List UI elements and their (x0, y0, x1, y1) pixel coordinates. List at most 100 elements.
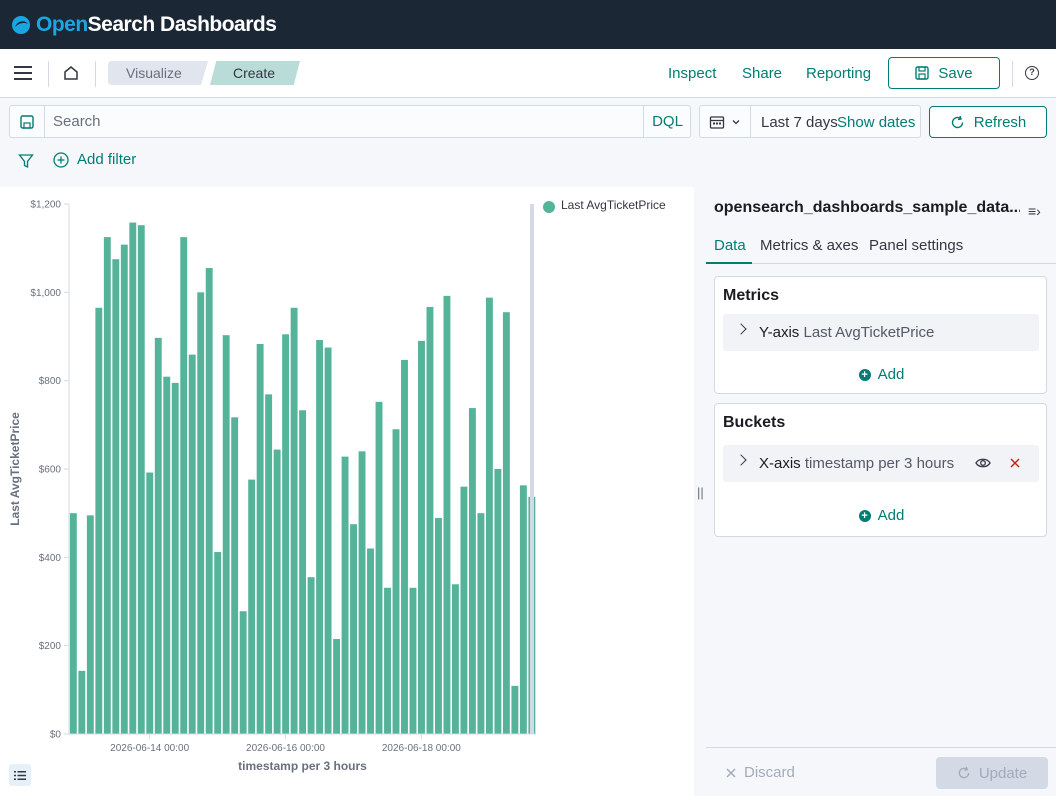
x-tick-label: 2026-06-16 00:00 (246, 743, 325, 754)
bar (460, 486, 468, 734)
plus-circle-icon: + (858, 368, 871, 381)
bar (154, 337, 162, 734)
bar (256, 344, 264, 734)
bar (511, 685, 519, 734)
quick-menu-button[interactable] (700, 106, 751, 137)
reporting-link[interactable]: Reporting (806, 65, 872, 82)
bar (367, 548, 374, 734)
tab-panel-settings[interactable]: Panel settings (869, 237, 964, 254)
refresh-icon (958, 766, 970, 779)
bar (231, 417, 239, 734)
y-tick-label: $1,000 (30, 288, 61, 299)
bar (290, 307, 298, 734)
y-tick-label: $400 (39, 553, 62, 564)
calendar-icon (709, 115, 725, 129)
help-icon[interactable]: ? (1025, 66, 1039, 80)
brand-name-part2: Search Dashboards (87, 12, 277, 36)
bar (188, 354, 196, 734)
bar (265, 394, 273, 734)
update-label: Update (978, 764, 1028, 782)
bar (316, 340, 324, 734)
bar-chart: $0 $200 $400 $600 $800 $1,000 $1,200 2026-06-14… (8, 198, 666, 773)
bar (350, 524, 357, 734)
update-button[interactable]: Update (936, 757, 1048, 789)
x-axis-title: timestamp per 3 hours (238, 759, 367, 773)
bar (163, 376, 171, 734)
save-icon (915, 66, 930, 80)
add-metric-label: Add (877, 366, 905, 383)
opensearch-logo-icon (12, 15, 30, 34)
refresh-button[interactable]: Refresh (929, 106, 1047, 138)
bar (86, 515, 94, 734)
agg-description: timestamp per 3 hours (804, 455, 955, 472)
bar (468, 408, 476, 734)
chevron-right-icon[interactable] (735, 454, 747, 466)
bar (519, 485, 527, 734)
home-icon[interactable] (62, 64, 80, 82)
tab-data[interactable]: Data (714, 237, 746, 254)
menu-icon[interactable] (14, 66, 32, 80)
breadcrumb-visualize[interactable]: Visualize (108, 61, 208, 85)
x-axis-agg-row[interactable]: X-axis timestamp per 3 hours (723, 445, 1039, 482)
search-input[interactable] (53, 106, 643, 137)
query-bar: DQL (9, 105, 691, 138)
y-tick-label: $800 (39, 376, 62, 387)
y-tick-label: $200 (39, 641, 62, 652)
bar (248, 479, 256, 734)
bar (180, 237, 188, 734)
bar (69, 513, 77, 734)
bar (418, 340, 425, 734)
bar (392, 429, 400, 734)
bar (333, 639, 341, 734)
panel-resize-handle[interactable]: || (697, 485, 704, 500)
refresh-label: Refresh (973, 113, 1027, 131)
save-label: Save (938, 64, 973, 82)
save-button[interactable]: Save (888, 57, 1000, 89)
add-filter-button[interactable]: Add filter (53, 151, 136, 168)
bar (146, 472, 154, 734)
tab-metrics-axes[interactable]: Metrics & axes (760, 237, 859, 254)
time-range-label: Last 7 days (761, 114, 838, 131)
saved-queries-button[interactable] (10, 106, 45, 137)
bar (273, 449, 281, 734)
collapse-sidebar-icon[interactable]: ≡› (1028, 203, 1041, 219)
bar (384, 587, 391, 734)
bar (171, 382, 179, 734)
bar (205, 268, 213, 734)
share-link[interactable]: Share (742, 65, 783, 82)
bar (197, 292, 205, 734)
plus-circle-icon (53, 151, 69, 168)
query-language-button[interactable]: DQL (643, 106, 691, 137)
inspect-link[interactable]: Inspect (668, 65, 717, 82)
y-tick-label: $600 (39, 465, 62, 476)
bar (95, 307, 103, 734)
bar (214, 552, 222, 734)
header-bar: OpenSearch Dashboards (0, 0, 1056, 49)
legend-swatch (543, 201, 555, 213)
bar (358, 451, 366, 734)
add-metric-button[interactable]: + Add (715, 366, 1048, 383)
legend-label: Last AvgTicketPrice (561, 198, 666, 212)
bar (477, 513, 485, 734)
filter-options-button[interactable] (18, 151, 34, 171)
chevron-right-icon[interactable] (735, 323, 747, 335)
buckets-panel: Buckets X-axis timestamp per 3 hours + A… (714, 403, 1047, 537)
legend-toggle-button[interactable] (9, 764, 31, 786)
x-tick-label: 2026-06-18 00:00 (382, 743, 461, 754)
nav-bar: Visualize Create Inspect Share Reporting… (0, 49, 1056, 98)
plus-circle-icon: + (858, 509, 871, 522)
editor-footer: Discard Update (706, 747, 1056, 796)
show-dates-link[interactable]: Show dates (837, 114, 916, 131)
eye-icon[interactable] (975, 456, 991, 470)
discard-button[interactable]: Discard (726, 764, 795, 781)
opensearch-logo[interactable]: OpenSearch Dashboards (10, 12, 277, 37)
add-bucket-button[interactable]: + Add (715, 507, 1048, 524)
brand-name-part1: Open (36, 12, 88, 36)
bar (222, 335, 230, 734)
remove-icon[interactable] (1010, 458, 1020, 468)
metrics-title: Metrics (723, 287, 780, 304)
active-tab-indicator (706, 262, 752, 264)
bar (409, 587, 417, 734)
bar (443, 295, 451, 734)
y-axis-agg-row[interactable]: Y-axis Last AvgTicketPrice (723, 314, 1039, 351)
